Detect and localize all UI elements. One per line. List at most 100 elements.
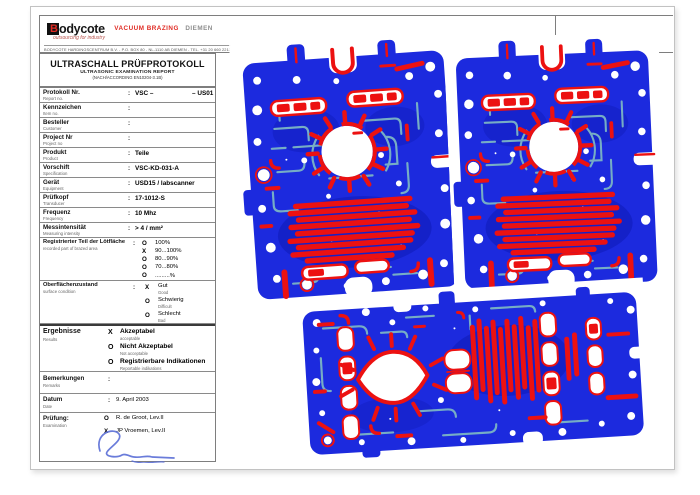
field-label: Messintensität (43, 224, 86, 231)
section-results: Ergebnisse Results X Akzeptabel acceptab… (40, 324, 215, 372)
field-label: Bemerkungen (43, 375, 85, 382)
option-label: Schwierig (158, 297, 184, 303)
scan-image-bottom-plate (293, 277, 653, 464)
report-form: Protokoll Nr. Report no. : VSC – – US01 … (39, 87, 216, 462)
option-label: 90...100% (155, 248, 182, 254)
field-label: Frequenz (43, 209, 71, 216)
option-sublabel: Bad (158, 317, 166, 323)
colon: : (128, 104, 131, 112)
colon: : (108, 396, 111, 404)
division-name: VACUUM BRAZING (114, 25, 179, 33)
field-sublabel: Frequency (43, 216, 64, 221)
field-sublabel: Specification (43, 171, 68, 176)
field-label: Gerät (43, 179, 60, 186)
option-sublabel: acceptable (120, 335, 141, 341)
option-label: Nicht Akzeptabel (120, 343, 173, 350)
field-remarks: Bemerkungen Remarks : (40, 372, 215, 394)
field-date: Datum Date : 9. April 2003 (40, 394, 215, 413)
field-sublabel: Equipment (43, 186, 64, 191)
scan-image-top-left-plate (229, 29, 472, 312)
field-label: Datum (43, 396, 63, 403)
field-value: 10 Mhz (135, 209, 157, 217)
brand-name: odycote (59, 21, 105, 36)
field-label: Besteller (43, 119, 70, 126)
field-report-no: Protokoll Nr. Report no. : VSC – – US01 (40, 88, 215, 103)
header-divider (555, 15, 556, 53)
option-mark: X (108, 328, 113, 336)
field-product: Produkt Product : Teile (40, 148, 215, 163)
option-label: Akzeptabel (120, 328, 155, 335)
section-sublabel: Examination (43, 423, 67, 428)
option-mark: O (142, 239, 147, 247)
colon: : (128, 194, 131, 202)
field-transducer: Prüfkopf Transducer : 17-1012-S (40, 193, 215, 208)
field-label: Vorschift (43, 164, 70, 171)
colon: : (128, 179, 131, 187)
option-mark: O (104, 415, 109, 422)
field-sublabel: Date (43, 403, 53, 409)
section-sublabel: recorded part of brazed area (43, 246, 98, 251)
field-label: Project Nr (43, 134, 73, 141)
option-mark: X (142, 247, 147, 255)
field-sublabel: Transducer (43, 201, 65, 206)
option-sublabel: Reportable indikations (120, 365, 162, 371)
field-specification: Vorschift Specification : VSC-KD-031-A (40, 163, 215, 178)
field-value: Teile (135, 149, 150, 157)
bodycote-logo-icon: B (47, 22, 59, 35)
section-label: Prüfung: (43, 415, 69, 422)
option-sublabel: Not acceptable (120, 350, 148, 356)
option-mark: O (142, 255, 147, 263)
brand-tagline: outsourcing for industry (53, 34, 105, 41)
section-brazed-area: Registrierter Teil der Lötfläche recorde… (40, 238, 215, 281)
field-frequency: Frequenz Frequency : 10 Mhz (40, 208, 215, 223)
option-mark: O (108, 343, 114, 351)
section-label: Ergebnisse (43, 328, 81, 335)
colon: : (128, 224, 131, 232)
field-value: USD15 / labscanner (135, 179, 195, 187)
option-mark: O (142, 272, 147, 280)
colon: : (128, 89, 131, 97)
option-label: Gut (158, 283, 168, 289)
field-customer: Besteller Customer : (40, 118, 215, 133)
option-label: 100% (155, 239, 171, 246)
company-address: BODYCOTE HARDINGSCENTRUM B.V. - P.O. BOX… (44, 46, 274, 52)
field-label: Prüfkopf (43, 194, 69, 201)
option-label: 80...90% (155, 256, 179, 263)
colon: : (128, 134, 131, 142)
title-norm: (NACH/ACCORDING EN10204-3.1B) (92, 75, 163, 80)
option-label: .........% (155, 272, 175, 279)
option-label: 70...80% (155, 264, 179, 271)
field-item-no: Kennzeichen Item no. : (40, 103, 215, 118)
field-label: Protokoll Nr. (43, 89, 80, 96)
colon: : (128, 149, 131, 157)
field-equipment: Gerät Equipment : USD15 / labscanner (40, 178, 215, 193)
field-sublabel: Remarks (43, 382, 61, 388)
title-en: ULTRASONIC EXAMINATION REPORT (80, 69, 175, 75)
option-mark: O (108, 358, 114, 366)
option-mark: O (145, 312, 150, 319)
site-name: DIEMEN (185, 25, 213, 33)
title-de: ULTRASCHALL PRÜFPROTOKOLL (50, 58, 205, 69)
colon: : (128, 164, 131, 172)
colon: : (133, 239, 136, 247)
option-label: JP Vroemen, Lev.II (116, 428, 166, 435)
field-label: Produkt (43, 149, 67, 156)
section-examination: Prüfung: Examination O R. de Groot, Lev.… (40, 413, 215, 463)
option-mark: O (142, 264, 147, 272)
option-mark: X (145, 284, 150, 291)
field-value: – US01 (192, 89, 214, 97)
colon: : (128, 209, 131, 217)
option-sublabel: Difficult (158, 303, 172, 309)
field-value: VSC – (135, 89, 154, 97)
colon: : (133, 284, 136, 291)
field-value: VSC-KD-031-A (135, 164, 180, 172)
section-sublabel: Results (43, 337, 58, 342)
colon: : (128, 119, 131, 127)
examiner-signature (98, 430, 175, 463)
report-title: ULTRASCHALL PRÜFPROTOKOLL ULTRASONIC EXA… (39, 53, 216, 87)
section-sublabel: surface condition (43, 289, 76, 294)
option-mark: X (104, 428, 109, 435)
section-surface-condition: Oberflächenzustand surface condition : X… (40, 281, 215, 324)
